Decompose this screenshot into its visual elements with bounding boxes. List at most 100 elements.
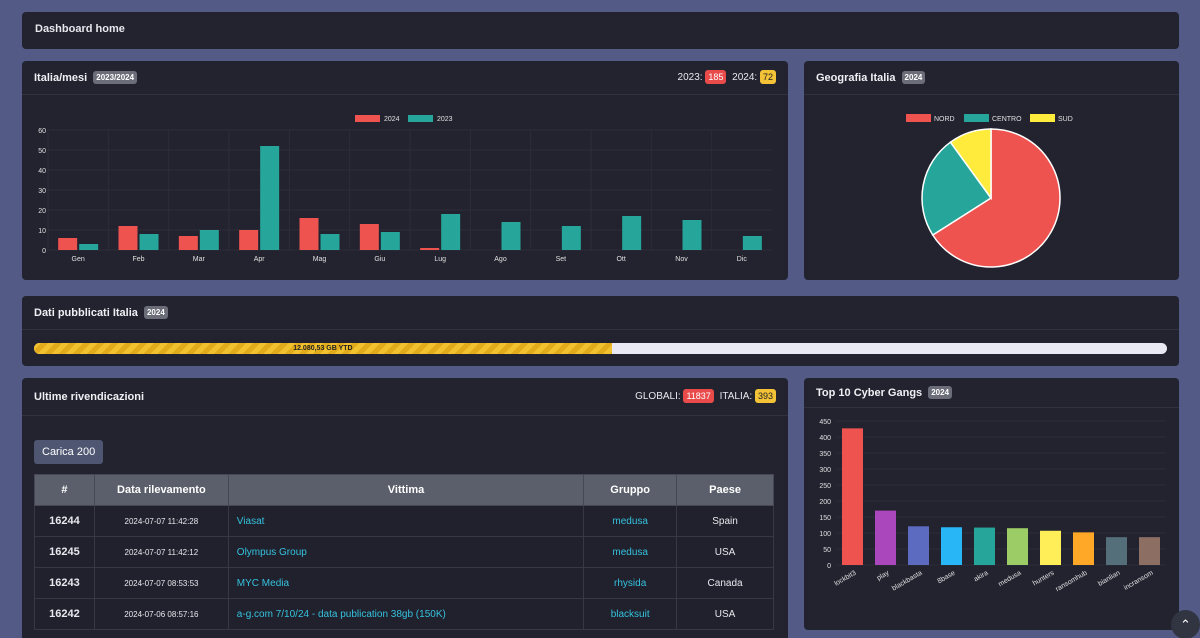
gangs-title: Top 10 Cyber Gangs xyxy=(816,387,923,399)
table-row: 16244 2024-07-07 11:42:28 Viasat medusa … xyxy=(34,505,774,537)
row-victim-link[interactable]: Olympus Group xyxy=(227,536,585,568)
monthly-bar-chart: 0 10 20 30 40 50 60 Gen Feb Mar Apr Mag Giu Lug Ago Set… xyxy=(38,115,772,263)
bar-8base xyxy=(941,527,962,565)
stat-2024-label: 2024: xyxy=(732,72,758,83)
legend-swatch-sud xyxy=(1030,114,1055,122)
page-title: Dashboard home xyxy=(35,23,125,35)
x-tick-label: hunters xyxy=(1032,569,1056,587)
bar-incransom xyxy=(1139,537,1160,565)
legend-swatch-nord xyxy=(906,114,931,122)
y-tick-label: 100 xyxy=(819,531,831,538)
row-group-link[interactable]: rhysida xyxy=(583,567,678,599)
column-header-id[interactable]: # xyxy=(34,474,95,506)
table-row: 16242 2024-07-06 08:57:16 a-g.com 7/10/2… xyxy=(34,598,774,630)
column-header-group[interactable]: Gruppo xyxy=(583,474,678,506)
pie-slice-nord xyxy=(931,128,1061,268)
bar-2023-Lug xyxy=(441,214,461,250)
geo-badge: 2024 xyxy=(901,71,926,84)
load-200-button[interactable]: Carica 200 xyxy=(34,440,104,464)
monthly-stats: 2023: 185 2024: 72 xyxy=(677,70,776,84)
legend-swatch-centro xyxy=(964,114,989,122)
table-row: 16245 2024-07-07 11:42:12 Olympus Group … xyxy=(34,536,774,568)
bar-2024-Feb xyxy=(118,226,138,250)
x-tick-label: Ott xyxy=(616,256,625,263)
x-tick-label: play xyxy=(876,569,891,582)
x-tick-label: 8base xyxy=(936,570,956,586)
italy-label: ITALIA: xyxy=(719,391,753,402)
y-tick-label: 450 xyxy=(819,419,831,426)
bar-2023-Ago xyxy=(501,222,521,250)
geo-card-header: Geografia Italia 2024 xyxy=(804,61,1179,95)
scroll-top-button[interactable]: ⌃ xyxy=(1171,610,1200,638)
column-header-date[interactable]: Data rilevamento xyxy=(93,474,229,506)
row-country: USA xyxy=(676,536,774,568)
y-tick-label: 300 xyxy=(819,467,831,474)
row-victim-link[interactable]: Viasat xyxy=(227,505,585,537)
column-header-victim[interactable]: Vittima xyxy=(227,474,585,506)
monthly-title: Italia/mesi xyxy=(34,72,88,84)
y-tick-label: 0 xyxy=(42,248,46,255)
stat-2023-badge: 185 xyxy=(705,70,727,84)
column-header-country[interactable]: Paese xyxy=(676,474,774,506)
stat-2024-badge: 72 xyxy=(759,70,776,84)
stat-2023-label: 2023: xyxy=(677,72,703,83)
bar-2024-Gen xyxy=(58,238,78,250)
pie-slice-sud xyxy=(949,128,992,201)
y-tick-label: 250 xyxy=(819,483,831,490)
geo-title: Geografia Italia xyxy=(816,72,896,84)
x-tick-label: akira xyxy=(973,570,990,584)
row-group-link[interactable]: medusa xyxy=(583,505,678,537)
x-tick-label: Feb xyxy=(132,256,144,263)
bar-2023-Feb xyxy=(139,234,159,250)
legend-label-2024: 2024 xyxy=(384,116,400,123)
bar-2024-Lug xyxy=(420,248,440,250)
geo-card: Geografia Italia 2024 NORD CENTRO SUD xyxy=(804,61,1179,280)
geo-pie-chart: NORD CENTRO SUD xyxy=(906,114,1073,268)
italy-badge: 393 xyxy=(754,389,776,403)
row-date: 2024-07-07 08:53:53 xyxy=(93,567,229,599)
row-victim-link[interactable]: MYC Media xyxy=(227,567,585,599)
header-bar: Dashboard home xyxy=(22,12,1179,49)
bar-2023-Nov xyxy=(682,220,702,250)
published-card: Dati pubblicati Italia 2024 12.080,53 GB… xyxy=(22,296,1179,366)
published-title: Dati pubblicati Italia xyxy=(34,307,138,319)
row-victim-link[interactable]: a-g.com 7/10/24 - data publication 38gb … xyxy=(227,598,585,630)
row-country: USA xyxy=(676,598,774,630)
published-card-header: Dati pubblicati Italia 2024 xyxy=(22,296,1179,330)
x-tick-label: Apr xyxy=(254,256,266,263)
row-country: Canada xyxy=(676,567,774,599)
monthly-card-header: Italia/mesi 2023/2024 2023: 185 2024: 72 xyxy=(22,61,788,95)
bar-2024-Mar xyxy=(178,236,198,250)
bar-ransomhub xyxy=(1073,532,1094,565)
claims-card-header: Ultime rivendicazioni GLOBALI: 11837 ITA… xyxy=(22,378,788,416)
published-badge: 2024 xyxy=(143,306,168,319)
published-progress-bar: 12.080,53 GB YTD xyxy=(34,343,1167,354)
legend-label-nord: NORD xyxy=(934,116,955,123)
row-id: 16245 xyxy=(34,536,95,568)
x-tick-label: Dic xyxy=(737,256,748,263)
bar-akira xyxy=(974,527,995,565)
bar-2024-Giu xyxy=(359,224,379,250)
x-tick-label: Ago xyxy=(494,256,507,263)
x-tick-label: Set xyxy=(556,256,567,263)
globals-badge: 11837 xyxy=(683,389,714,403)
x-tick-label: Gen xyxy=(72,256,85,263)
x-tick-label: Mar xyxy=(193,256,206,263)
row-date: 2024-07-07 11:42:12 xyxy=(93,536,229,568)
bar-2023-Apr xyxy=(260,146,280,250)
y-tick-label: 0 xyxy=(827,563,831,570)
x-tick-label: medusa xyxy=(997,570,1022,589)
bar-2023-Giu xyxy=(380,232,400,250)
y-tick-label: 400 xyxy=(819,435,831,442)
legend-label-centro: CENTRO xyxy=(992,116,1022,123)
claims-table: # Data rilevamento Vittima Gruppo Paese … xyxy=(34,474,774,630)
bar-2023-Ott xyxy=(622,216,642,250)
y-tick-label: 40 xyxy=(38,168,46,175)
row-group-link[interactable]: medusa xyxy=(583,536,678,568)
row-id: 16244 xyxy=(34,505,95,537)
row-group-link[interactable]: blacksuit xyxy=(583,598,678,630)
monthly-badge: 2023/2024 xyxy=(93,71,138,84)
pie-slice-centro xyxy=(921,141,993,237)
row-date: 2024-07-07 11:42:28 xyxy=(93,505,229,537)
y-tick-label: 50 xyxy=(38,148,46,155)
